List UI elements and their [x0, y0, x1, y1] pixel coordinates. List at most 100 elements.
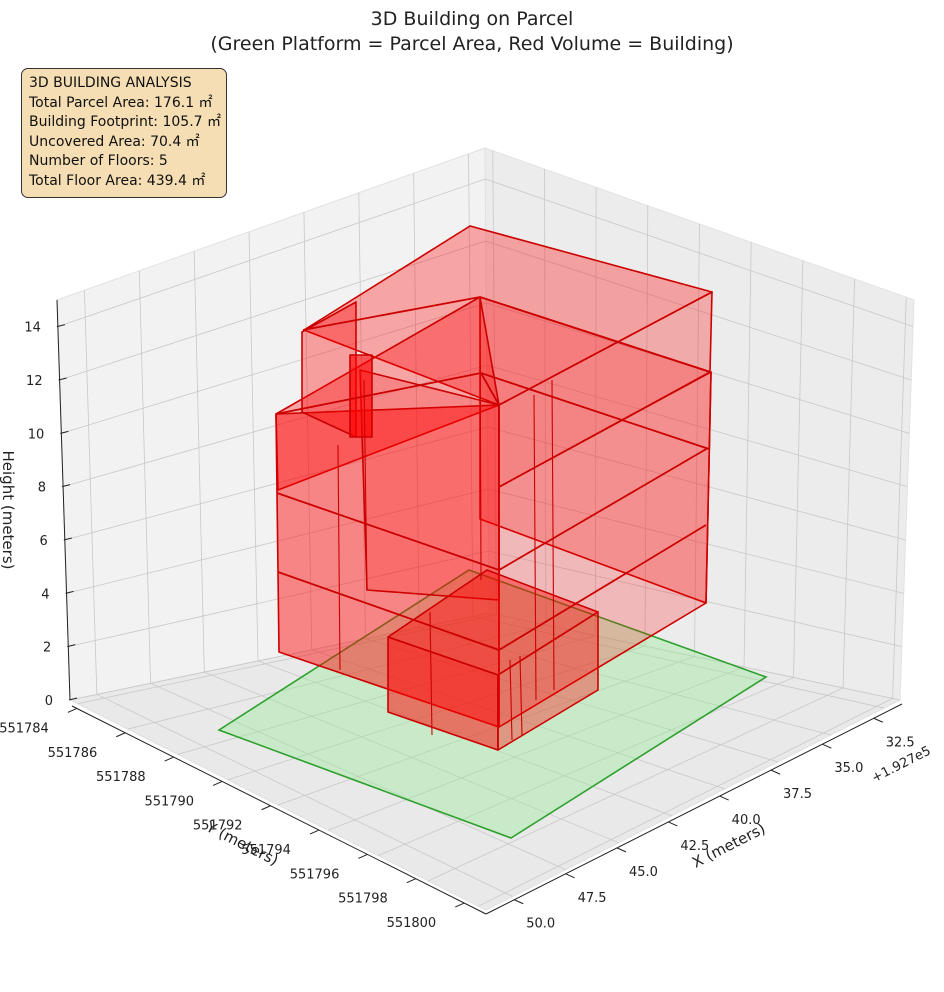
z-tick-label-6: 12 — [26, 374, 43, 389]
grid-line-x-1 — [413, 173, 832, 736]
x-tick-5 — [616, 847, 627, 853]
grid-line-z-4 — [62, 364, 908, 488]
z-tick-1 — [67, 644, 76, 648]
z-tick-3 — [63, 537, 72, 541]
z-tick-0 — [68, 697, 78, 701]
grid-line-z-2 — [66, 488, 904, 594]
grid-line-x-5 — [193, 251, 619, 844]
info-line-footprint: Building Footprint: 105.7 ㎡ — [29, 114, 222, 130]
y-tick-label-1: 551786 — [48, 746, 98, 761]
x-tick-6 — [565, 873, 575, 879]
y-tick-4 — [261, 805, 271, 811]
z-tick-label-7: 14 — [24, 321, 41, 336]
edge-v8 — [519, 655, 523, 737]
x-tick-label-0: 32.5 — [886, 735, 915, 750]
y-tick-label-5: 551794 — [241, 843, 291, 858]
bld-cap-shaft — [349, 354, 373, 438]
floor-line-4 — [480, 372, 500, 406]
y-tick-label-7: 551798 — [338, 892, 388, 907]
y-axis-line — [71, 705, 487, 915]
x-tick-label-1: 35.0 — [834, 761, 863, 776]
info-line-floor-area: Total Floor Area: 439.4 ㎡ — [29, 172, 206, 189]
x-tick-0 — [873, 717, 883, 723]
y-tick-label-0: 551784 — [0, 721, 49, 736]
z-tick-5 — [60, 430, 69, 434]
info-heading: 3D BUILDING ANALYSIS — [29, 75, 192, 91]
y-tick-5 — [309, 829, 320, 835]
bld-podium-right — [497, 611, 599, 751]
grid-line-z-7 — [57, 178, 914, 328]
floor-line-1 — [277, 524, 707, 651]
x-tick-label-2: 37.5 — [783, 787, 812, 802]
y-tick-7 — [406, 878, 416, 884]
x-tick-1 — [822, 743, 832, 749]
z-tick-label-1: 2 — [43, 641, 51, 656]
z-tick-label-2: 4 — [41, 587, 49, 602]
grid-line-y-0 — [77, 150, 497, 705]
y-tick-0 — [67, 707, 78, 713]
x-tick-label-6: 47.5 — [578, 891, 607, 906]
grid-line-x-4 — [248, 231, 672, 817]
info-line-uncovered: Uncovered Area: 70.4 ㎡ — [29, 133, 200, 150]
info-line-parcel-area: Total Parcel Area: 176.1 ㎡ — [29, 94, 213, 111]
y-tick-label-4: 551792 — [193, 819, 243, 834]
x-tick-label-3: 40.0 — [732, 813, 761, 828]
y-tick-3 — [212, 780, 223, 786]
grid-line-z-6 — [59, 240, 912, 381]
z-axis-label: Height (meters) — [0, 451, 17, 570]
axis-lines — [56, 299, 903, 915]
grid-line-y-8 — [478, 297, 907, 907]
z-axis-line — [56, 299, 71, 701]
y-tick-label-6: 551796 — [290, 867, 340, 882]
y-tick-label-3: 551790 — [144, 794, 194, 809]
z-tick-6 — [58, 377, 67, 381]
y-tick-label-8: 551800 — [387, 916, 437, 931]
bld-inner-face — [359, 369, 500, 601]
axis-ticks: 0 2 4 6 8 10 12 14 551784 551786 551788 551790 55179… — [0, 321, 915, 932]
z-tick-label-5: 10 — [28, 427, 45, 442]
building-volume — [275, 225, 713, 751]
analysis-info-box: 3D BUILDING ANALYSIS Total Parcel Area: … — [21, 68, 227, 198]
edge-v1 — [337, 444, 341, 671]
grid-line-y-2 — [177, 187, 597, 755]
y-tick-8 — [455, 902, 465, 908]
grid-line-y-7 — [428, 278, 855, 882]
x-tick-7 — [514, 899, 524, 905]
edge-v2 — [363, 379, 368, 591]
x-tick-3 — [719, 795, 729, 801]
z-tick-7 — [56, 324, 65, 328]
x-tick-label-5: 45.0 — [629, 865, 658, 880]
grid-line-z-3 — [64, 426, 906, 541]
z-tick-2 — [65, 590, 74, 594]
edge-v5 — [551, 379, 555, 691]
x-tick-label-7: 50.0 — [526, 917, 555, 932]
info-line-floors: Number of Floors: 5 — [29, 153, 168, 169]
z-tick-label-3: 6 — [40, 534, 48, 549]
edge-v7 — [509, 659, 513, 741]
y-tick-2 — [164, 756, 174, 762]
edge-v3 — [479, 296, 482, 581]
grid-line-x-3 — [303, 212, 725, 790]
z-tick-label-4: 8 — [38, 481, 46, 496]
grid-line-y-1 — [127, 169, 547, 730]
grid-line-x-2 — [358, 192, 779, 763]
z-tick-4 — [61, 484, 71, 488]
grid-line-x-0 — [468, 153, 885, 709]
y-tick-label-2: 551788 — [96, 770, 146, 785]
x-tick-2 — [770, 769, 781, 775]
edge-v6 — [429, 611, 433, 736]
x-tick-label-4: 42.5 — [680, 839, 709, 854]
y-tick-6 — [358, 853, 368, 859]
z-tick-label-0: 0 — [45, 694, 53, 709]
chart-title: 3D Building on Parcel — [371, 8, 574, 30]
grid-line-z-0 — [69, 612, 901, 701]
x-tick-4 — [668, 821, 678, 827]
grid-line-x-7 — [84, 290, 513, 897]
y-tick-1 — [116, 732, 126, 738]
floor-line-2 — [276, 447, 709, 571]
grid-line-y-6 — [378, 260, 804, 856]
x-axis-line — [485, 703, 903, 915]
chart-subtitle: (Green Platform = Parcel Area, Red Volum… — [210, 33, 733, 55]
grid-line-y-5 — [327, 242, 752, 831]
